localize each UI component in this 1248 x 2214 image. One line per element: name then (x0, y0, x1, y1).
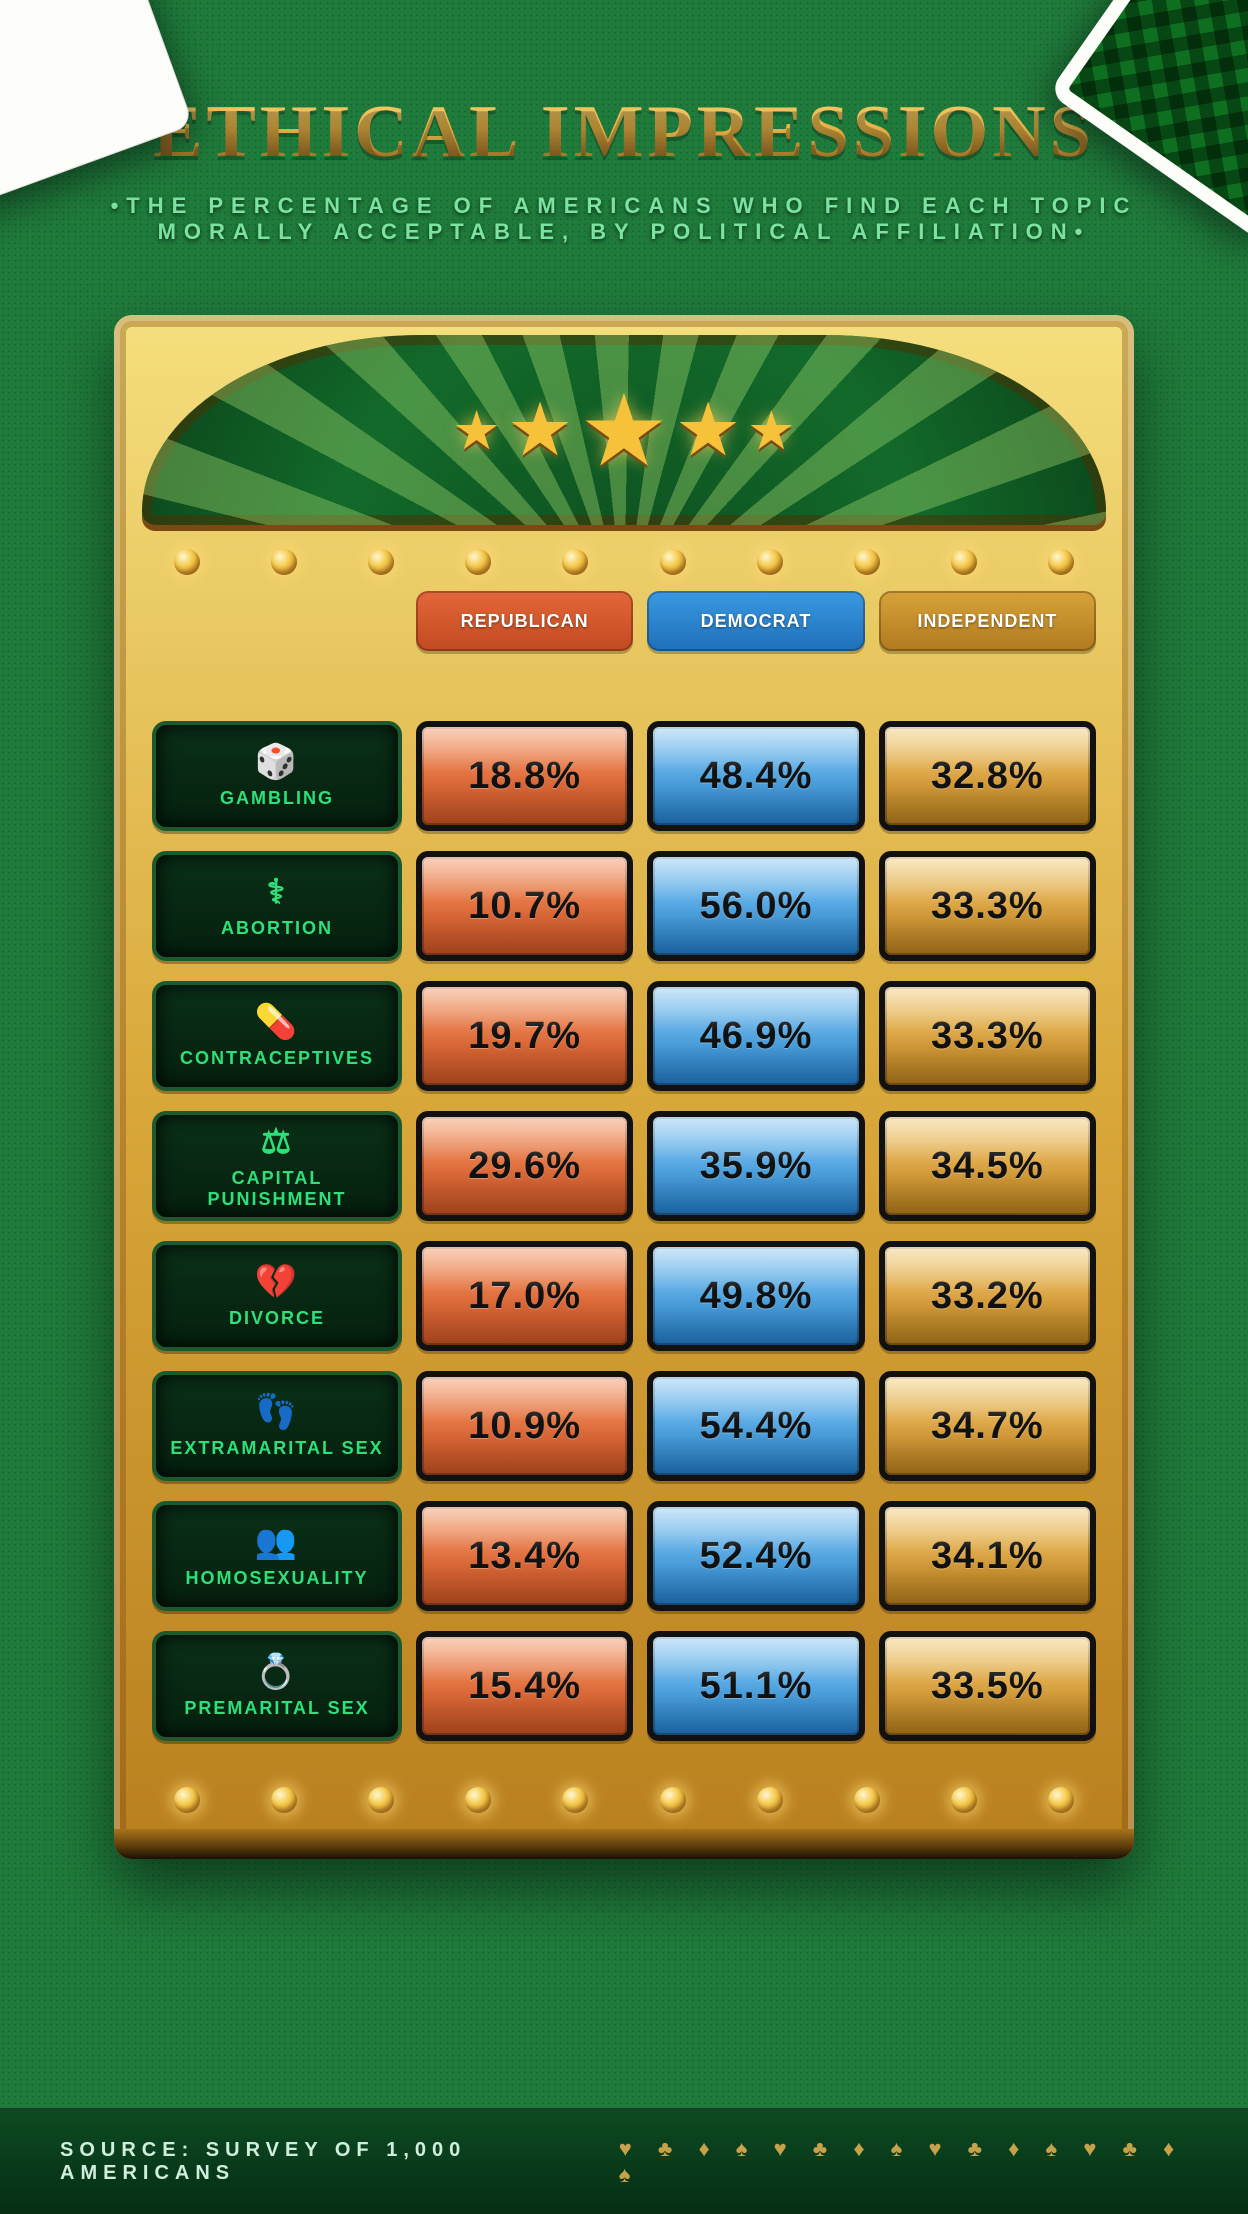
bulb-icon (1048, 1787, 1074, 1813)
footer-suits: ♥ ♣ ♦ ♠ ♥ ♣ ♦ ♠ ♥ ♣ ♦ ♠ ♥ ♣ ♦ ♠ (619, 2136, 1188, 2188)
bulb-icon (368, 549, 394, 575)
topic-icon: 👥 (255, 1523, 299, 1562)
topic-label: ⚕ ABORTION (152, 851, 402, 961)
bulb-icon (854, 549, 880, 575)
topic-label: 💍 PREMARITAL SEX (152, 1631, 402, 1741)
value-republican: 29.6% (416, 1111, 633, 1221)
bulb-icon (271, 549, 297, 575)
table-row: ⚖ CAPITAL PUNISHMENT 29.6%35.9%34.5% (152, 1111, 1096, 1221)
marquee: ★ ★ ★ ★ ★ (142, 335, 1106, 525)
value-independent: 34.1% (879, 1501, 1096, 1611)
topic-label: 👣 EXTRAMARITAL SEX (152, 1371, 402, 1481)
topic-icon: ⚕ (267, 873, 287, 912)
value-independent: 33.2% (879, 1241, 1096, 1351)
bulb-icon (465, 549, 491, 575)
topic-text: ABORTION (221, 918, 333, 939)
bulb-icon (174, 549, 200, 575)
topic-label: ⚖ CAPITAL PUNISHMENT (152, 1111, 402, 1221)
bulb-icon (951, 1787, 977, 1813)
table-row: 💔 DIVORCE 17.0%49.8%33.2% (152, 1241, 1096, 1351)
legend-democrat: DEMOCRAT (647, 591, 864, 651)
star-icon: ★ (507, 387, 573, 473)
legend-row: REPUBLICAN DEMOCRAT INDEPENDENT (152, 591, 1096, 701)
topic-label: 🎲 GAMBLING (152, 721, 402, 831)
value-democrat: 49.8% (647, 1241, 864, 1351)
value-republican: 10.9% (416, 1371, 633, 1481)
topic-text: DIVORCE (229, 1308, 325, 1329)
topic-text: GAMBLING (220, 788, 334, 809)
bulb-icon (660, 1787, 686, 1813)
bulb-icon (465, 1787, 491, 1813)
bulb-icon (562, 1787, 588, 1813)
topic-text: CAPITAL PUNISHMENT (164, 1168, 390, 1209)
data-rows: 🎲 GAMBLING 18.8%48.4%32.8% ⚕ ABORTION 10.7%56… (152, 721, 1096, 1741)
header: ETHICAL IMPRESSIONS •THE PERCENTAGE OF A… (0, 0, 1248, 265)
topic-icon: 👣 (255, 1393, 299, 1432)
table-row: 👥 HOMOSEXUALITY 13.4%52.4%34.1% (152, 1501, 1096, 1611)
value-republican: 18.8% (416, 721, 633, 831)
table-row: 👣 EXTRAMARITAL SEX 10.9%54.4%34.7% (152, 1371, 1096, 1481)
slot-cabinet: ★ ★ ★ ★ ★ REPUBLICAN DEMOCRAT INDEPENDEN… (114, 315, 1134, 1859)
bulb-icon (271, 1787, 297, 1813)
topic-icon: 💍 (255, 1653, 299, 1692)
topic-text: EXTRAMARITAL SEX (170, 1438, 383, 1459)
value-republican: 19.7% (416, 981, 633, 1091)
value-democrat: 52.4% (647, 1501, 864, 1611)
value-republican: 15.4% (416, 1631, 633, 1741)
value-republican: 10.7% (416, 851, 633, 961)
value-democrat: 54.4% (647, 1371, 864, 1481)
bulb-row-bottom (134, 1771, 1114, 1829)
legend-republican: REPUBLICAN (416, 591, 633, 651)
value-democrat: 51.1% (647, 1631, 864, 1741)
value-republican: 13.4% (416, 1501, 633, 1611)
bulb-icon (660, 549, 686, 575)
legend-independent: INDEPENDENT (879, 591, 1096, 651)
topic-label: 💊 CONTRACEPTIVES (152, 981, 402, 1091)
value-independent: 32.8% (879, 721, 1096, 831)
value-independent: 33.5% (879, 1631, 1096, 1741)
star-icon: ★ (452, 399, 500, 462)
table-row: ⚕ ABORTION 10.7%56.0%33.3% (152, 851, 1096, 961)
value-independent: 34.5% (879, 1111, 1096, 1221)
star-icon: ★ (675, 387, 741, 473)
topic-text: PREMARITAL SEX (184, 1698, 369, 1719)
value-independent: 33.3% (879, 851, 1096, 961)
value-republican: 17.0% (416, 1241, 633, 1351)
bulb-icon (562, 549, 588, 575)
value-democrat: 48.4% (647, 721, 864, 831)
value-independent: 33.3% (879, 981, 1096, 1091)
bulb-icon (368, 1787, 394, 1813)
bulb-row-top (134, 533, 1114, 591)
topic-text: HOMOSEXUALITY (185, 1568, 368, 1589)
footer-source: SOURCE: SURVEY OF 1,000 AMERICANS (60, 2139, 619, 2185)
star-icon: ★ (579, 372, 669, 489)
bulb-icon (757, 1787, 783, 1813)
data-panel: REPUBLICAN DEMOCRAT INDEPENDENT 🎲 GAMBLIN… (134, 591, 1114, 1771)
value-democrat: 56.0% (647, 851, 864, 961)
table-row: 🎲 GAMBLING 18.8%48.4%32.8% (152, 721, 1096, 831)
topic-text: CONTRACEPTIVES (180, 1048, 374, 1069)
value-independent: 34.7% (879, 1371, 1096, 1481)
topic-label: 💔 DIVORCE (152, 1241, 402, 1351)
value-democrat: 35.9% (647, 1111, 864, 1221)
bulb-icon (854, 1787, 880, 1813)
topic-label: 👥 HOMOSEXUALITY (152, 1501, 402, 1611)
table-row: 💊 CONTRACEPTIVES 19.7%46.9%33.3% (152, 981, 1096, 1091)
page-title: ETHICAL IMPRESSIONS (60, 90, 1188, 175)
bulb-icon (951, 549, 977, 575)
page-subtitle: •THE PERCENTAGE OF AMERICANS WHO FIND EA… (60, 193, 1188, 245)
table-row: 💍 PREMARITAL SEX 15.4%51.1%33.5% (152, 1631, 1096, 1741)
topic-icon: 🎲 (255, 743, 299, 782)
bulb-icon (1048, 549, 1074, 575)
stars-row: ★ ★ ★ ★ ★ (142, 335, 1106, 525)
star-icon: ★ (747, 399, 795, 462)
footer: SOURCE: SURVEY OF 1,000 AMERICANS ♥ ♣ ♦ … (0, 2108, 1248, 2214)
topic-icon: 💔 (255, 1263, 299, 1302)
topic-icon: ⚖ (261, 1123, 293, 1162)
cabinet-base (114, 1829, 1134, 1859)
bulb-icon (174, 1787, 200, 1813)
bulb-icon (757, 549, 783, 575)
topic-icon: 💊 (255, 1003, 299, 1042)
value-democrat: 46.9% (647, 981, 864, 1091)
